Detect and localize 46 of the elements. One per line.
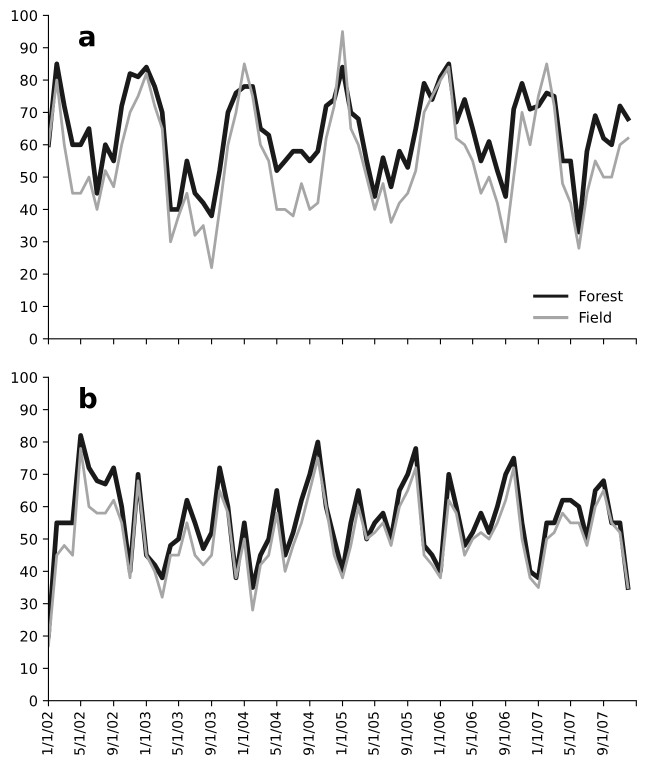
y-tick-label: 100: [12, 372, 38, 384]
x-tick-label: 5/1/03: [172, 712, 184, 755]
x-tick-label: 1/1/02: [42, 712, 54, 754]
y-tick-label: 0: [30, 695, 38, 706]
x-tick-label: 1/1/06: [434, 712, 446, 754]
x-tick-label: 1/1/07: [532, 712, 544, 754]
y-tick-label: 60: [20, 501, 38, 512]
y-tick-label: 80: [20, 74, 38, 86]
y-tick-label: 30: [20, 236, 38, 248]
x-tick-label: 9/1/05: [401, 712, 413, 755]
x-tick-label: 1/1/03: [140, 712, 152, 754]
y-tick-label: 40: [20, 204, 38, 216]
x-tick-label: 5/1/04: [270, 712, 282, 755]
line-series: [48, 30, 630, 270]
chart-title: b: [80, 387, 96, 409]
x-tick-label: 5/1/05: [368, 712, 380, 755]
y-tick-label: 20: [20, 268, 38, 280]
y-tick-label: 90: [20, 404, 38, 416]
y-tick-label: 50: [20, 172, 38, 183]
y-tick-label: 40: [20, 566, 38, 578]
y-tick-label: 70: [20, 107, 38, 118]
x-tick-label: 9/1/06: [499, 712, 511, 755]
x-tick-label: 5/1/06: [466, 712, 478, 755]
y-tick-label: 30: [20, 598, 38, 610]
x-tick-label: 1/1/04: [238, 712, 250, 754]
y-tick-label: 70: [20, 469, 38, 480]
y-tick-label: 10: [21, 663, 38, 674]
legend-label: Field: [580, 312, 611, 323]
y-tick-label: 50: [20, 534, 38, 545]
x-tick-label: 5/1/07: [564, 712, 576, 755]
y-tick-label: 80: [20, 436, 38, 448]
x-tick-label: 9/1/03: [205, 712, 217, 755]
legend-label: Forest: [580, 290, 623, 302]
x-tick-label: 1/1/05: [336, 712, 348, 754]
y-tick-label: 60: [20, 139, 38, 151]
y-tick-label: 90: [20, 42, 38, 54]
y-tick-label: 20: [20, 630, 38, 642]
y-tick-label: 100: [12, 10, 38, 22]
x-tick-label: 9/1/07: [597, 712, 609, 755]
chart-title: a: [79, 30, 94, 47]
y-tick-label: 0: [30, 334, 38, 345]
x-tick-label: 5/1/02: [74, 712, 86, 755]
x-tick-label: 9/1/02: [107, 712, 119, 755]
line-series: [48, 62, 630, 234]
y-tick-label: 10: [21, 301, 38, 312]
x-tick-label: 9/1/04: [303, 712, 315, 755]
